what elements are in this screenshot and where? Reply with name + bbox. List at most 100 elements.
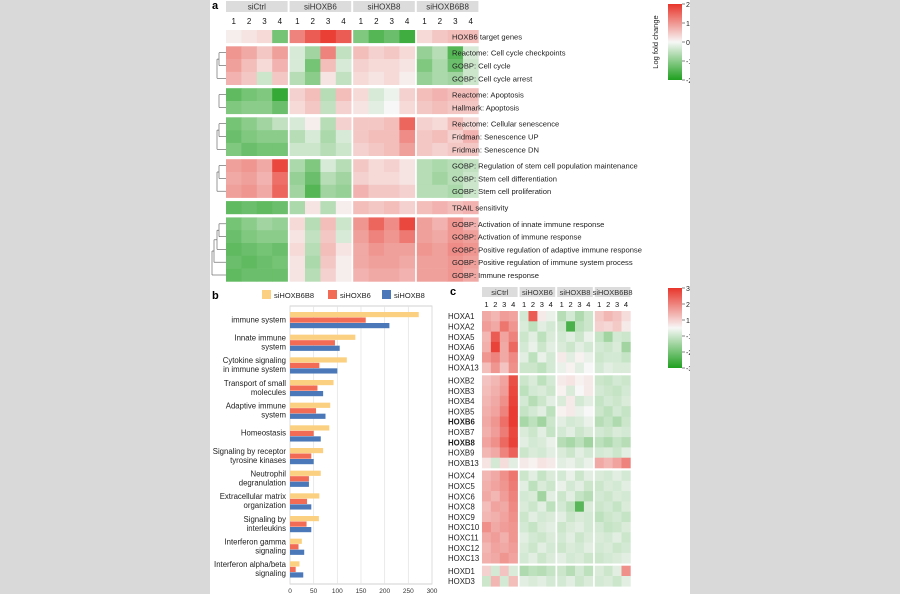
panel-c-heatmap-cell [490,511,501,523]
panel-a-heatmap-cell [447,217,464,231]
panel-c-heatmap-cell [612,385,622,397]
panel-a-heatmap-cell [241,172,258,186]
panel-c-heatmap-cell [508,395,518,407]
panel-a-heatmap-cell [399,268,416,282]
bar [290,385,318,391]
panel-c-heatmap-cell [594,321,604,332]
panel-c-heatmap-cell [499,501,509,512]
panel-a-heatmap-cell [432,184,448,198]
panel-a-group-label: siHOXB8 [368,3,401,12]
panel-c-heatmap-cell [603,552,613,564]
panel-c-heatmap-cell [557,331,567,343]
panel-c-heatmap-cell [621,395,631,407]
panel-a-heatmap-cell [463,268,479,282]
panel-a-heatmap-cell [256,142,273,156]
panel-c-row-label: HOXC4 [448,472,476,481]
panel-a-group-header [353,1,415,12]
panel-a-heatmap-cell [384,268,400,282]
panel-c-heatmap-cell [490,491,501,502]
bar [290,391,324,397]
panel-c-heatmap-cell [575,501,585,512]
panel-c-heatmap-cell [546,457,556,469]
panel-c-heatmap-cell [499,395,509,407]
panel-c-heatmap-cell [621,457,631,469]
panel-a-heatmap-cell [447,46,464,60]
panel-c-replicate-label: 1 [484,300,488,309]
panel-c-heatmap-cell [537,352,547,363]
panel-c-heatmap-cell [546,491,556,502]
panel-a-replicate-label: 2 [438,17,443,26]
panel-a-heatmap-cell [399,59,416,73]
panel-c-heatmap-cell [528,480,538,492]
panel-c-heatmap-cell [519,426,529,438]
panel-c-heatmap-cell [519,501,529,512]
panel-a-heatmap-cell [432,142,448,156]
panel-c-heatmap-cell [537,416,547,428]
panel-c-replicate-label: 3 [577,300,581,309]
panel-a-heatmap-cell [447,172,464,186]
panel-c-heatmap-cell [499,321,509,332]
bar [290,572,304,578]
panel-c-heatmap-cell [508,321,518,332]
panel-a-heatmap-cell [416,255,433,269]
panel-a-group-label: siHOXB6B8 [426,3,469,12]
panel-a-heatmap-cell [384,217,400,231]
bar [290,362,320,369]
panel-a-heatmap-cell [416,71,433,85]
panel-a-heatmap-cell [241,184,258,198]
panel-c-heatmap-cell [546,501,556,512]
panel-a-row-label: GOBP: Positive regulation of adaptive im… [452,245,642,254]
panel-a-heatmap-cell [447,243,464,257]
panel-c-group-header [519,287,556,297]
panel-a-heatmap-cell [463,101,479,115]
panel-c-heatmap-cell [612,511,622,523]
panel-c-heatmap-cell [557,311,567,322]
bar [290,493,320,499]
panel-c-heatmap-cell [490,311,501,322]
legend-swatch [262,290,271,299]
panel-c-heatmap-cell [557,511,567,523]
panel-c-heatmap-cell [528,511,538,523]
panel-a-heatmap-cell [384,59,400,73]
panel-a-heatmap-cell [463,159,479,173]
panel-a-heatmap-cell [463,30,479,44]
panel-a-heatmap-cell [416,88,433,102]
panel-a-heatmap-cell [272,217,288,231]
legend-label: siHOXB8 [394,291,425,300]
panel-c-heatmap-cell [508,406,518,417]
panel-c-heatmap-cell [566,576,576,587]
panel-a-heatmap-cell [320,117,337,131]
panel-a-heatmap-cell [289,217,306,231]
panel-b-category-label: immune system [231,315,286,324]
panel-a-replicate-label: 1 [295,17,300,26]
panel-c-heatmap-cell [575,375,585,386]
panel-a-replicate-label: 3 [389,17,394,26]
panel-c-heatmap-cell [546,331,556,343]
panel-c-heatmap-cell [621,321,631,332]
panel-c-heatmap-cell [583,501,594,512]
panel-b-x-tick: 150 [356,588,367,594]
panel-c-heatmap-cell [575,426,585,438]
panel-c-heatmap-cell [528,362,538,374]
panel-a-heatmap-cell [447,184,464,198]
panel-c-heatmap-cell [519,565,529,577]
panel-a-replicate-label: 2 [247,17,252,26]
panel-c-heatmap-cell [594,511,604,523]
panel-a-heatmap-cell [447,88,464,102]
panel-c-heatmap-cell [508,447,518,458]
panel-c-heatmap-cell [546,552,556,564]
panel-c-heatmap-cell [482,491,492,502]
panel-a-heatmap-cell [305,59,321,73]
panel-c-heatmap-cell [603,576,613,587]
panel-c-heatmap-cell [537,576,547,587]
panel-c-heatmap-cell [621,341,631,353]
panel-c-heatmap-cell [499,552,509,564]
panel-c-heatmap-cell [566,532,576,543]
panel-c-heatmap-cell [557,385,567,397]
panel-c-heatmap-cell [528,542,538,554]
panel-b-x-tick: 100 [332,588,343,594]
panel-c-heatmap-cell [612,352,622,363]
panel-c-heatmap-cell [603,375,613,386]
panel-c-heatmap-cell [537,331,547,343]
bar [290,516,319,522]
